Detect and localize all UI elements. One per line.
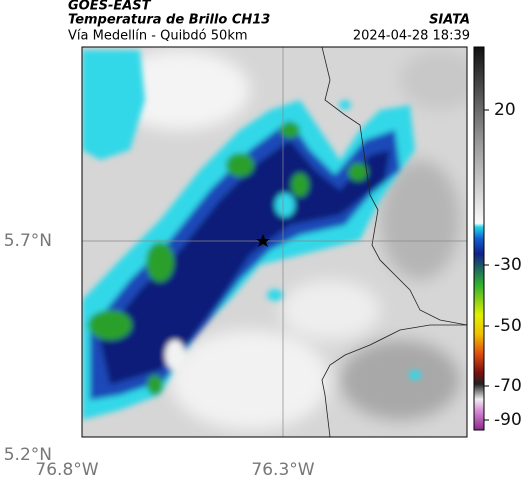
lat-label: 5.2°N [4,445,52,465]
lon-label: 76.3°W [251,460,314,480]
colorbar [473,46,485,431]
region: Vía Medellín - Quibdó 50km [68,29,248,44]
satellite-image [82,47,467,437]
source: SIATA [429,13,470,28]
timestamp: 2024-04-28 18:39 [353,29,470,44]
title: GOES-EAST [68,0,152,14]
colorbar-ticks [484,109,489,421]
colorbar-tick-label: -30 [494,255,522,275]
colorbar-tick-label: -50 [494,316,522,336]
colorbar-tick-label: -90 [494,410,522,430]
subtitle: Temperatura de Brillo CH13 [68,13,270,28]
lat-label: 5.7°N [4,231,52,251]
colorbar-tick-label: -70 [494,376,522,396]
colorbar-tick-label: 20 [494,100,516,120]
lon-label: 76.8°W [35,460,98,480]
